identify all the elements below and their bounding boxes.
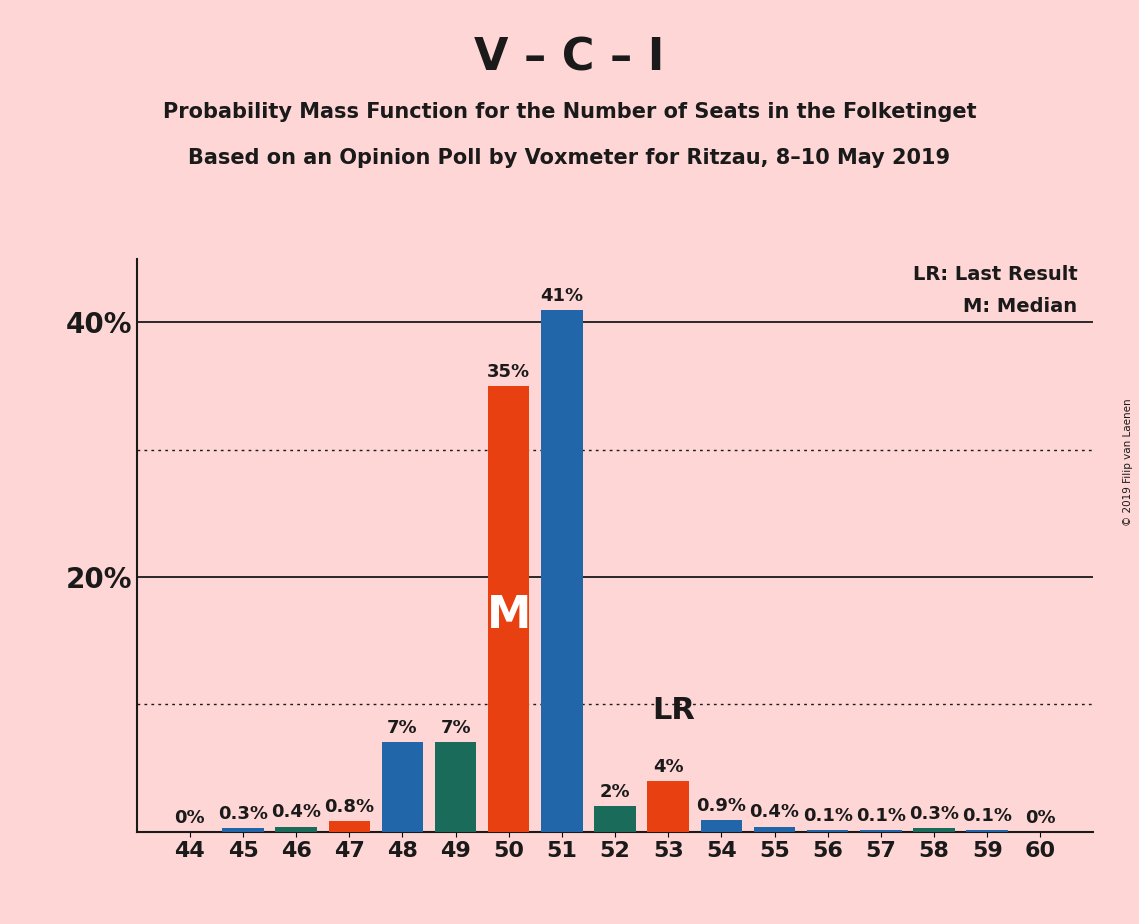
Bar bbox=[966, 831, 1008, 832]
Text: 0.3%: 0.3% bbox=[218, 805, 268, 822]
Text: V – C – I: V – C – I bbox=[474, 37, 665, 80]
Text: 7%: 7% bbox=[441, 720, 470, 737]
Text: 0.3%: 0.3% bbox=[909, 805, 959, 822]
Bar bbox=[754, 826, 795, 832]
Bar bbox=[435, 743, 476, 832]
Text: 0.1%: 0.1% bbox=[855, 808, 906, 825]
Text: M: M bbox=[486, 594, 531, 637]
Text: 41%: 41% bbox=[540, 286, 583, 305]
Text: M: Median: M: Median bbox=[964, 297, 1077, 316]
Text: 0.1%: 0.1% bbox=[962, 808, 1013, 825]
Bar bbox=[276, 826, 317, 832]
Bar bbox=[860, 831, 902, 832]
Text: LR: LR bbox=[653, 696, 695, 725]
Bar bbox=[487, 386, 530, 832]
Text: 0%: 0% bbox=[1025, 808, 1056, 826]
Bar bbox=[328, 821, 370, 832]
Text: 2%: 2% bbox=[600, 783, 630, 801]
Bar bbox=[222, 828, 264, 832]
Text: 0.4%: 0.4% bbox=[749, 803, 800, 821]
Bar bbox=[595, 806, 636, 832]
Bar bbox=[647, 781, 689, 832]
Text: LR: Last Result: LR: Last Result bbox=[912, 265, 1077, 284]
Text: 0.9%: 0.9% bbox=[696, 797, 746, 815]
Text: Based on an Opinion Poll by Voxmeter for Ritzau, 8–10 May 2019: Based on an Opinion Poll by Voxmeter for… bbox=[188, 148, 951, 168]
Text: 0.8%: 0.8% bbox=[325, 798, 375, 816]
Bar bbox=[541, 310, 583, 832]
Bar bbox=[700, 821, 743, 832]
Text: 7%: 7% bbox=[387, 720, 418, 737]
Text: 0.1%: 0.1% bbox=[803, 808, 853, 825]
Text: © 2019 Filip van Laenen: © 2019 Filip van Laenen bbox=[1123, 398, 1133, 526]
Bar bbox=[913, 828, 954, 832]
Bar bbox=[382, 743, 424, 832]
Text: 35%: 35% bbox=[487, 363, 531, 381]
Text: 4%: 4% bbox=[653, 758, 683, 775]
Text: 0%: 0% bbox=[174, 808, 205, 826]
Text: Probability Mass Function for the Number of Seats in the Folketinget: Probability Mass Function for the Number… bbox=[163, 102, 976, 122]
Bar bbox=[806, 831, 849, 832]
Text: 0.4%: 0.4% bbox=[271, 803, 321, 821]
